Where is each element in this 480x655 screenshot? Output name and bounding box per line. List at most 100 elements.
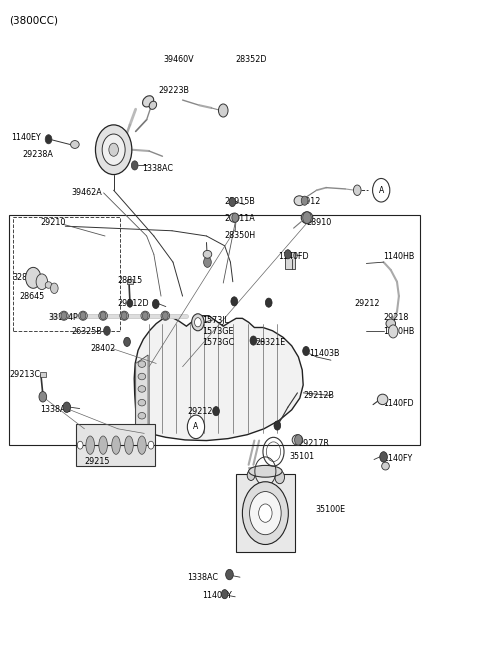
Circle shape	[265, 298, 272, 307]
Circle shape	[80, 312, 86, 320]
Text: 1338AC: 1338AC	[40, 405, 71, 415]
Ellipse shape	[149, 101, 156, 109]
Ellipse shape	[377, 394, 388, 405]
Text: 29238A: 29238A	[22, 150, 53, 159]
Circle shape	[61, 312, 67, 320]
Ellipse shape	[292, 435, 303, 445]
Bar	[12, 217, 120, 331]
Ellipse shape	[249, 466, 282, 477]
Ellipse shape	[86, 436, 95, 455]
Ellipse shape	[386, 319, 396, 328]
Circle shape	[380, 452, 387, 462]
Ellipse shape	[382, 462, 389, 470]
Ellipse shape	[125, 436, 133, 455]
Text: 35100E: 35100E	[316, 505, 346, 514]
Ellipse shape	[138, 361, 146, 367]
Text: 28910: 28910	[306, 218, 331, 227]
Circle shape	[153, 299, 159, 309]
Circle shape	[221, 590, 228, 599]
Text: 28815: 28815	[118, 276, 143, 285]
Circle shape	[45, 135, 52, 144]
Bar	[236, 474, 295, 552]
Ellipse shape	[138, 386, 146, 392]
Ellipse shape	[229, 213, 239, 222]
Ellipse shape	[138, 373, 146, 380]
Circle shape	[132, 161, 138, 170]
Text: 29212D: 29212D	[118, 299, 149, 309]
Ellipse shape	[203, 250, 212, 258]
Text: 29212: 29212	[354, 299, 380, 309]
Circle shape	[353, 185, 361, 195]
Ellipse shape	[120, 311, 129, 320]
Circle shape	[250, 491, 281, 534]
Ellipse shape	[143, 96, 154, 107]
Ellipse shape	[138, 413, 146, 419]
Text: 1140FY: 1140FY	[384, 454, 413, 462]
Text: 29223B: 29223B	[158, 86, 190, 96]
Text: 11403B: 11403B	[309, 349, 339, 358]
Text: 1140FD: 1140FD	[278, 252, 309, 261]
Circle shape	[301, 196, 308, 205]
Text: 32815L: 32815L	[12, 273, 42, 282]
Ellipse shape	[112, 436, 120, 455]
Text: 29210: 29210	[40, 218, 65, 227]
Circle shape	[275, 471, 285, 483]
Circle shape	[187, 415, 204, 439]
Circle shape	[25, 267, 41, 288]
Circle shape	[226, 569, 233, 580]
Text: 33104P: 33104P	[48, 312, 78, 322]
Circle shape	[102, 134, 125, 166]
Circle shape	[104, 326, 110, 335]
Circle shape	[372, 178, 390, 202]
Circle shape	[274, 421, 281, 430]
Text: 39460V: 39460V	[163, 55, 194, 64]
Bar	[76, 424, 155, 466]
Circle shape	[124, 337, 131, 346]
Text: 28911A: 28911A	[225, 214, 255, 223]
Circle shape	[50, 283, 58, 293]
Text: 29217R: 29217R	[299, 440, 329, 448]
Circle shape	[100, 312, 106, 320]
Circle shape	[96, 125, 132, 174]
Ellipse shape	[161, 311, 169, 320]
Text: 1140HB: 1140HB	[384, 327, 415, 336]
Ellipse shape	[71, 141, 79, 149]
Circle shape	[295, 435, 302, 445]
Circle shape	[162, 312, 168, 320]
Text: 29215: 29215	[84, 457, 110, 466]
Circle shape	[285, 250, 291, 259]
Circle shape	[259, 504, 272, 522]
Text: 1140EY: 1140EY	[202, 591, 231, 600]
Text: 29213C: 29213C	[9, 370, 40, 379]
Text: 28645: 28645	[19, 292, 44, 301]
Text: 35101: 35101	[290, 452, 315, 460]
Text: 1338AC: 1338AC	[187, 572, 218, 582]
Circle shape	[148, 441, 154, 449]
Circle shape	[143, 312, 148, 320]
Ellipse shape	[99, 311, 108, 320]
Circle shape	[250, 336, 257, 345]
Bar	[286, 252, 295, 269]
Text: 1573JL: 1573JL	[202, 316, 228, 325]
Bar	[9, 215, 420, 445]
Circle shape	[232, 213, 239, 222]
Bar	[127, 279, 133, 284]
Text: 1338AC: 1338AC	[142, 164, 173, 172]
Text: 29212: 29212	[187, 407, 213, 416]
Circle shape	[388, 325, 398, 338]
Text: 1140HB: 1140HB	[384, 252, 415, 261]
Circle shape	[127, 299, 133, 307]
Ellipse shape	[294, 196, 305, 206]
Text: 29212B: 29212B	[303, 391, 334, 400]
Text: 1140FD: 1140FD	[384, 399, 414, 408]
Ellipse shape	[60, 311, 68, 320]
Text: 28352D: 28352D	[235, 55, 267, 64]
Text: 39462A: 39462A	[72, 189, 102, 197]
Polygon shape	[134, 316, 303, 441]
Circle shape	[303, 346, 310, 356]
Ellipse shape	[141, 311, 150, 320]
Text: 1573GC: 1573GC	[202, 338, 234, 347]
Text: 28912: 28912	[296, 197, 321, 206]
Bar	[40, 372, 46, 377]
Circle shape	[247, 470, 255, 481]
